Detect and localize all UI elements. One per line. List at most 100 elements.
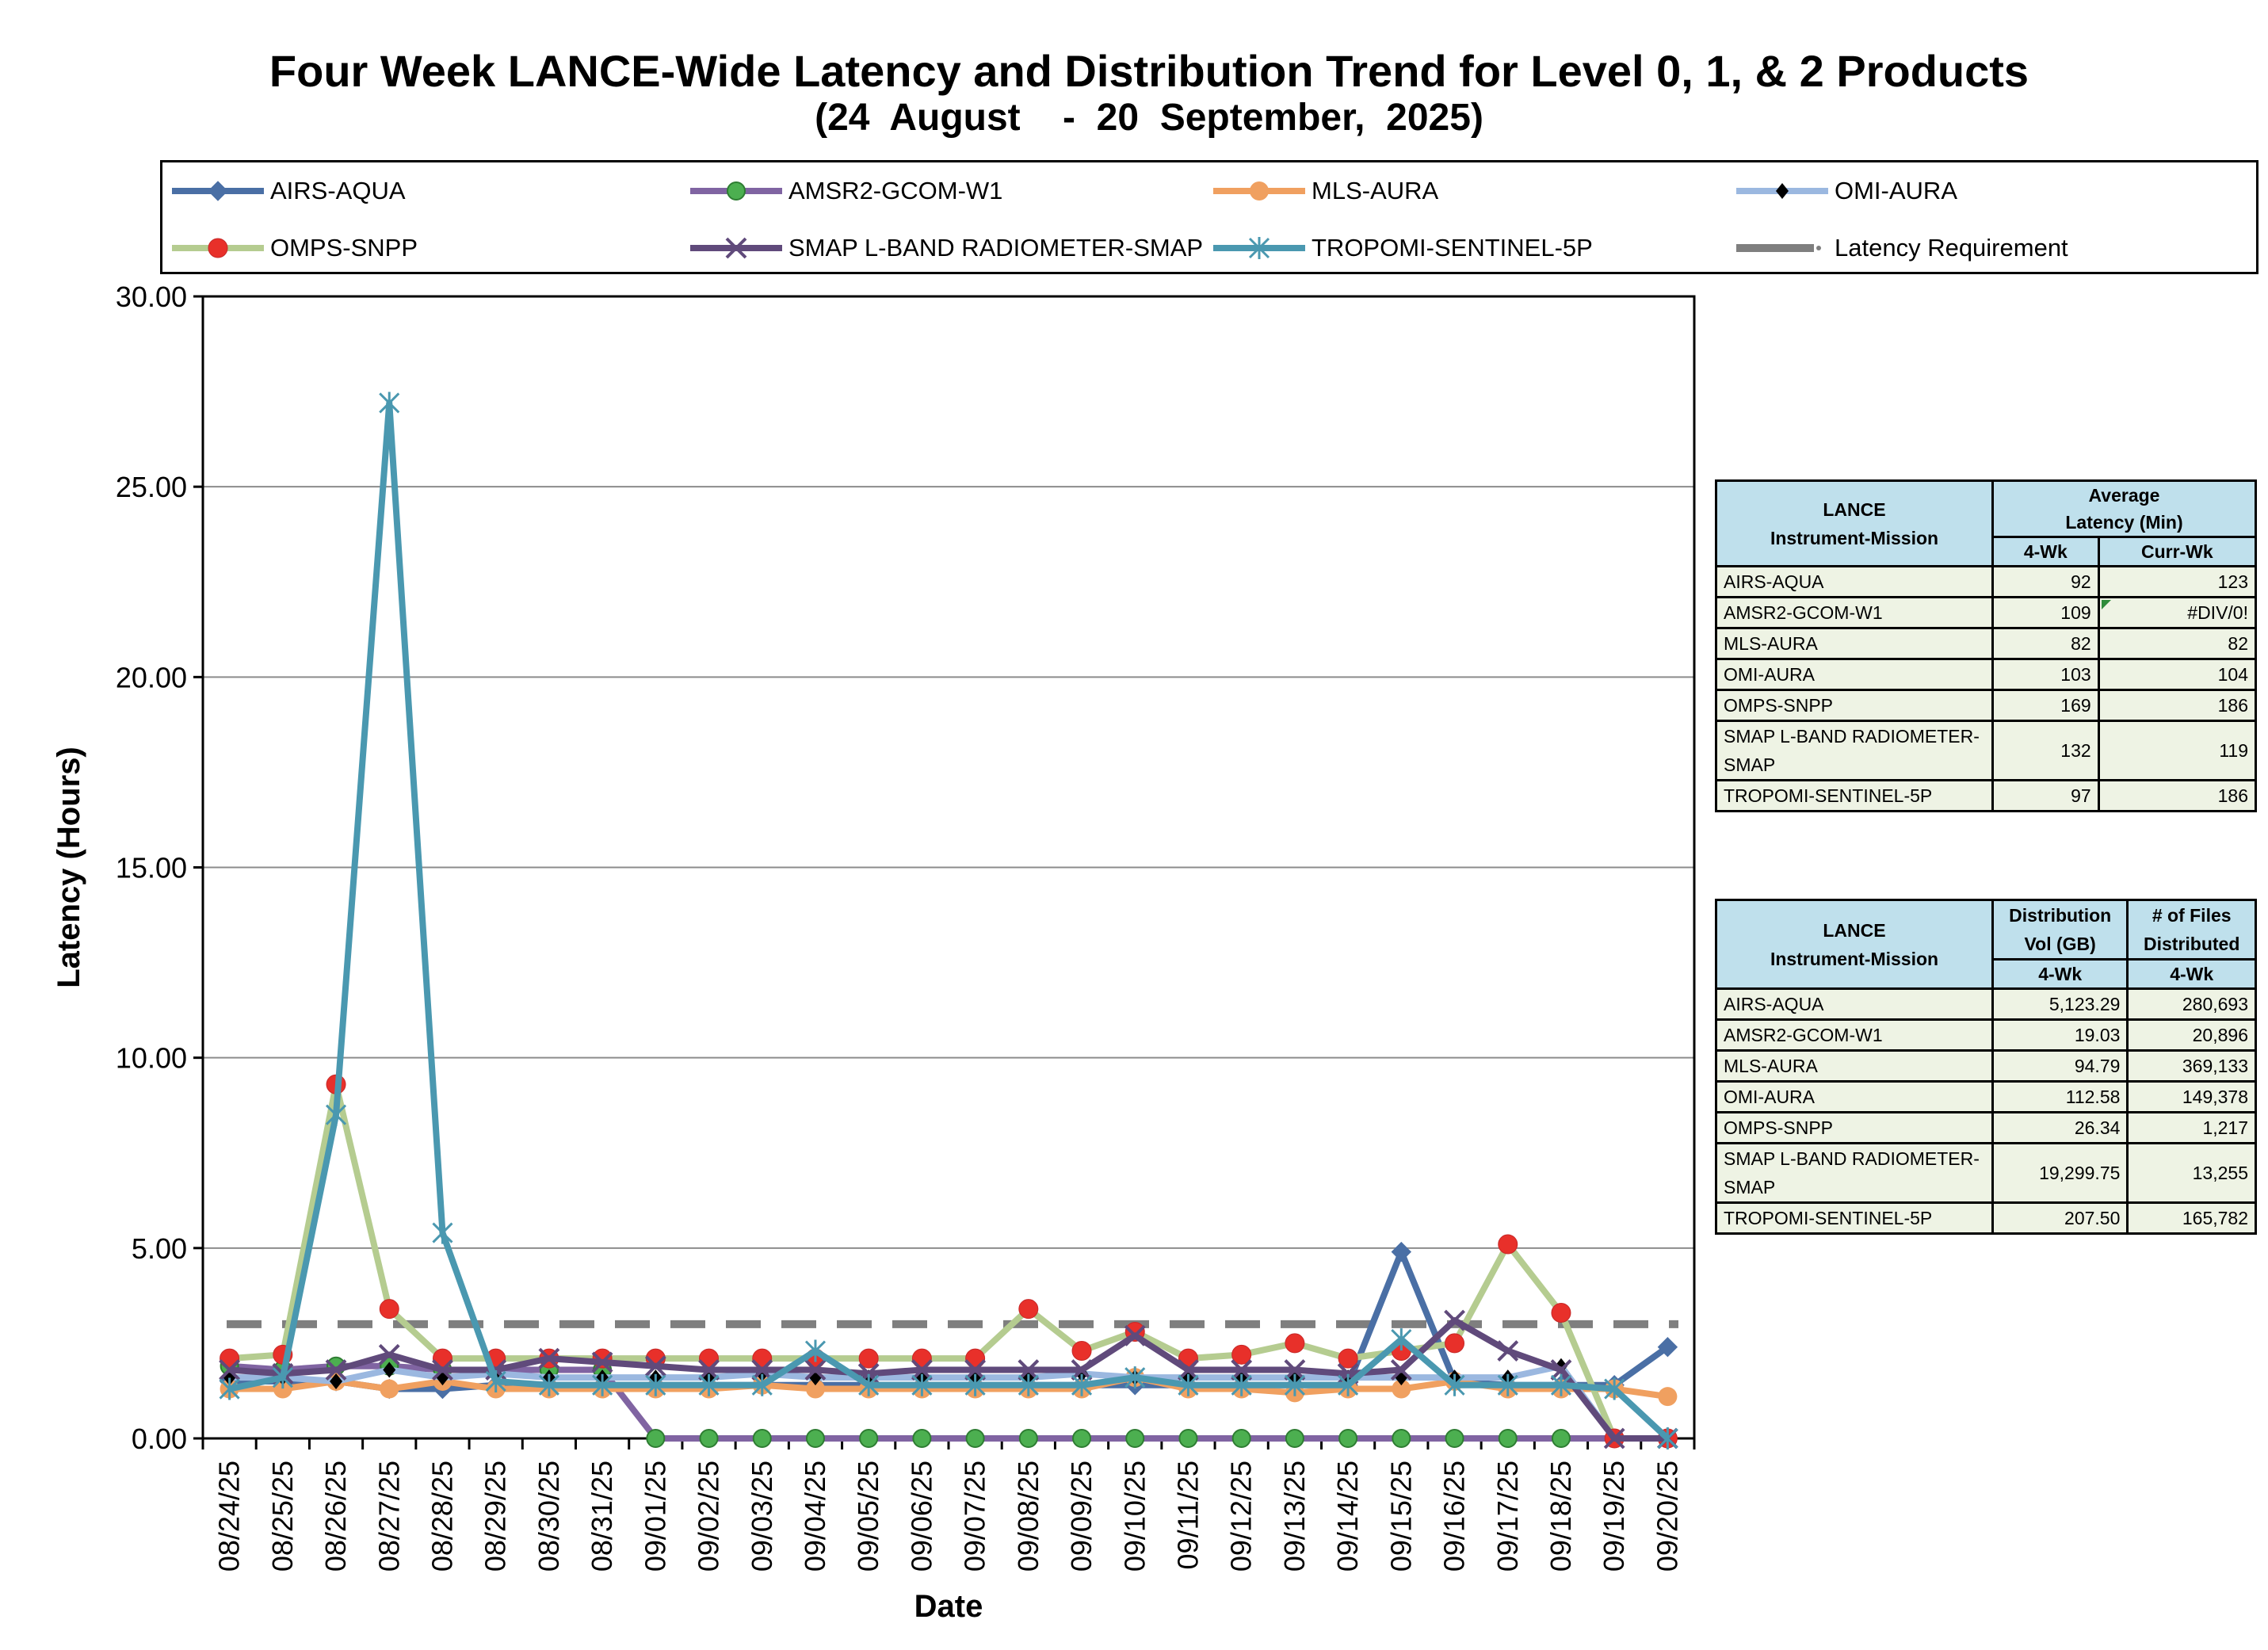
legend-item: Latency Requirement: [1735, 232, 2068, 264]
legend-label: Latency Requirement: [1835, 234, 2068, 262]
y-tick-label: 15.00: [116, 852, 187, 884]
data-point: [1018, 1429, 1038, 1448]
data-point: [1657, 1337, 1678, 1358]
header-vol-l1: Distribution: [2009, 905, 2112, 926]
legend-swatch: [172, 181, 264, 201]
data-point: [1444, 1309, 1465, 1331]
x-tick-label: 09/06/25: [905, 1461, 937, 1572]
legend-label: TROPOMI-SENTINEL-5P: [1312, 234, 1593, 262]
x-tick-label: 09/17/25: [1491, 1461, 1524, 1572]
instrument-name: AMSR2-GCOM-W1: [1715, 596, 1994, 629]
data-point: [1658, 1387, 1678, 1407]
x-tick-label: 09/13/25: [1278, 1461, 1311, 1572]
header-average-l2: Latency (Min): [2065, 512, 2183, 533]
data-point: [1604, 1377, 1625, 1400]
data-point: [1550, 1359, 1572, 1381]
series-line: [229, 1317, 1668, 1442]
data-point: [1497, 1373, 1518, 1396]
distribution-volume: 5,123.29: [1991, 987, 2129, 1021]
instrument-name: AIRS-AQUA: [1715, 987, 1994, 1021]
data-point: [1018, 1373, 1039, 1396]
x-tick-label: 09/01/25: [639, 1461, 671, 1572]
data-point: [1178, 1359, 1199, 1381]
header-vol-l2: Vol (GB): [2024, 934, 2096, 954]
y-tick-label: 10.00: [116, 1042, 187, 1075]
data-point: [1550, 1373, 1572, 1396]
latency-curr-wk: #DIV/0!: [2097, 596, 2258, 629]
data-point: [380, 1379, 399, 1399]
data-point: [1390, 1359, 1412, 1381]
latency-curr-wk: 123: [2097, 565, 2258, 598]
data-point: [1551, 1429, 1571, 1448]
data-point: [1248, 237, 1270, 259]
distribution-volume: 19,299.75: [1991, 1142, 2129, 1204]
data-point: [1445, 1333, 1465, 1354]
data-point: [645, 1373, 666, 1396]
data-point: [911, 1359, 933, 1381]
legend-swatch: [690, 181, 782, 201]
data-point: [538, 1373, 559, 1396]
data-point: [592, 1373, 613, 1396]
instrument-name: MLS-AURA: [1715, 1049, 1994, 1083]
legend-swatch: [1736, 183, 1828, 199]
data-point: [1072, 1429, 1092, 1448]
x-tick-label: 08/28/25: [426, 1461, 458, 1572]
x-tick-label: 09/08/25: [1012, 1461, 1044, 1572]
distribution-volume: 94.79: [1991, 1049, 2129, 1083]
series-line: [228, 399, 1670, 1441]
table-row: TROPOMI-SENTINEL-5P 97 186: [1715, 779, 2258, 812]
instrument-name: AMSR2-GCOM-W1: [1715, 1018, 1994, 1052]
files-distributed: 369,133: [2126, 1049, 2257, 1083]
legend-marker: [1816, 246, 1821, 250]
data-point: [964, 1373, 986, 1396]
data-point: [804, 1359, 827, 1381]
files-distributed: 149,378: [2126, 1080, 2257, 1113]
table-row: AIRS-AQUA 5,123.29 280,693: [1715, 987, 2257, 1021]
data-point: [1338, 1429, 1358, 1448]
data-point: [325, 1103, 347, 1126]
header-4wk-vol: 4-Wk: [1991, 958, 2129, 990]
chart-subtitle: (24 August - 20 September, 2025): [815, 97, 1483, 139]
table-row: AMSR2-GCOM-W1 19.03 20,896: [1715, 1018, 2257, 1052]
table-row: AIRS-AQUA 92 123: [1715, 565, 2258, 598]
x-tick-label: 09/11/25: [1171, 1461, 1204, 1569]
data-point: [591, 1351, 613, 1373]
legend-swatch: [172, 238, 264, 258]
header-files-l2: Distributed: [2144, 934, 2240, 954]
data-point: [1392, 1379, 1411, 1399]
data-point: [751, 1373, 773, 1396]
instrument-name: OMPS-SNPP: [1715, 1111, 1994, 1144]
files-distributed: 165,782: [2126, 1201, 2257, 1235]
x-tick-label: 09/05/25: [852, 1461, 884, 1572]
legend-item: AMSR2-GCOM-W1: [689, 175, 1002, 207]
x-tick-label: 09/16/25: [1438, 1461, 1471, 1572]
header-curr-wk: Curr-Wk: [2097, 536, 2258, 567]
distribution-volume: 19.03: [1991, 1018, 2129, 1052]
average-latency-table: LANCE Instrument-Mission Average Latency…: [1715, 479, 2258, 812]
table-row: MLS-AURA 94.79 369,133: [1715, 1049, 2257, 1083]
latency-4wk: 82: [1991, 627, 2100, 660]
data-point: [272, 1366, 293, 1389]
x-tick-label: 09/12/25: [1225, 1461, 1258, 1572]
data-point: [219, 1377, 240, 1400]
instrument-name: OMPS-SNPP: [1715, 689, 1994, 722]
distribution-volume: 112.58: [1991, 1080, 2129, 1113]
series-tropomi-sentinel-5p: [219, 391, 1678, 1449]
legend-swatch: [690, 237, 782, 259]
x-tick-label: 08/24/25: [213, 1461, 246, 1572]
files-distributed: 13,255: [2126, 1142, 2257, 1204]
data-point: [208, 181, 228, 201]
instrument-name: TROPOMI-SENTINEL-5P: [1715, 1201, 1994, 1235]
data-point: [1231, 1429, 1251, 1448]
x-tick-label: 09/14/25: [1331, 1461, 1364, 1572]
instrument-name: AIRS-AQUA: [1715, 565, 1994, 598]
x-tick-label: 08/31/25: [586, 1461, 618, 1572]
data-point: [1776, 183, 1789, 199]
latency-curr-wk: 82: [2097, 627, 2258, 660]
data-point: [1391, 1241, 1412, 1262]
data-point: [378, 1343, 400, 1365]
header-instrument-l1: LANCE: [1823, 498, 1886, 520]
legend-label: AIRS-AQUA: [270, 177, 406, 204]
legend-label: MLS-AURA: [1312, 177, 1439, 204]
